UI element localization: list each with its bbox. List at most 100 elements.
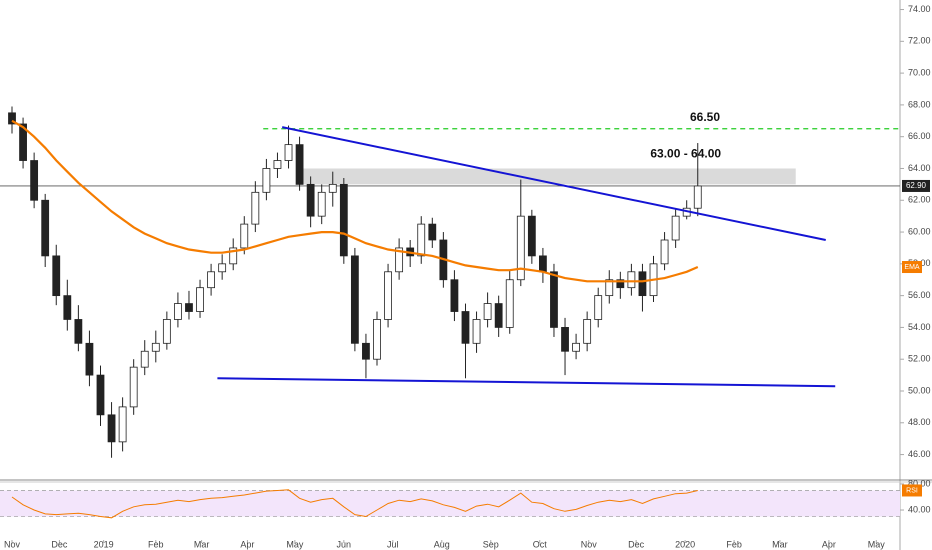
x-tick-label: 2020 bbox=[675, 539, 695, 549]
candle-body bbox=[693, 185, 702, 209]
candle-body bbox=[671, 215, 680, 241]
candle-body bbox=[339, 183, 348, 257]
legend-badge bbox=[902, 261, 922, 274]
x-tick-label: Feb bbox=[148, 539, 164, 549]
candle-body bbox=[572, 342, 580, 352]
candle-body bbox=[74, 319, 83, 344]
y-tick-label: 46.00 bbox=[908, 449, 931, 459]
candle-body bbox=[41, 199, 50, 257]
legend-entry: RSI bbox=[906, 487, 918, 494]
y-tick-label: 68.00 bbox=[908, 99, 931, 109]
y-tick-label: 66.00 bbox=[908, 131, 931, 141]
zone-label: 63.00 - 64.00 bbox=[650, 147, 721, 161]
candle-body bbox=[85, 342, 94, 376]
x-tick-label: Jun bbox=[337, 539, 352, 549]
x-tick-label: May bbox=[286, 539, 304, 549]
candle-body bbox=[174, 303, 182, 320]
candle-body bbox=[417, 223, 426, 257]
candle-body bbox=[52, 255, 61, 297]
candle-body bbox=[461, 311, 470, 344]
candle-body bbox=[483, 303, 492, 320]
rsi-band bbox=[0, 490, 900, 517]
y-tick-label: 62.00 bbox=[908, 195, 931, 205]
candle-body bbox=[140, 350, 149, 368]
x-tick-label: May bbox=[868, 539, 886, 549]
candle-body bbox=[185, 303, 193, 312]
legend-entry: EMA bbox=[904, 264, 920, 271]
candle-body bbox=[162, 319, 171, 344]
y-tick-label: 60.00 bbox=[908, 226, 931, 236]
trendline bbox=[217, 377, 836, 388]
candle-body bbox=[362, 342, 370, 360]
candle-body bbox=[284, 144, 293, 161]
candle-body bbox=[638, 271, 647, 297]
x-tick-label: Mar bbox=[772, 539, 788, 549]
x-tick-label: Nov bbox=[581, 539, 598, 549]
ema-line bbox=[11, 119, 699, 283]
y-tick-label: 74.00 bbox=[908, 4, 931, 14]
candle-body bbox=[373, 319, 381, 360]
candle-body bbox=[395, 247, 404, 273]
candle-body bbox=[151, 342, 160, 352]
y-tick-label: 64.00 bbox=[908, 163, 931, 173]
candle-body bbox=[472, 319, 481, 344]
candle-body bbox=[594, 295, 603, 320]
candle-body bbox=[627, 271, 636, 289]
candle-body bbox=[539, 255, 547, 273]
candle-body bbox=[229, 247, 238, 265]
x-tick-label: Aug bbox=[434, 539, 450, 549]
y-tick-label: 56.00 bbox=[908, 290, 931, 300]
candle-body bbox=[240, 223, 249, 249]
x-tick-label: Mar bbox=[194, 539, 210, 549]
x-tick-label: Nov bbox=[4, 539, 21, 549]
candle-body bbox=[262, 168, 271, 193]
candle-body bbox=[550, 271, 558, 328]
candle-body bbox=[63, 295, 72, 320]
candle-body bbox=[527, 215, 536, 257]
candle-body bbox=[516, 215, 525, 281]
candle-body bbox=[494, 303, 503, 328]
candle-body bbox=[505, 279, 514, 328]
candle-body bbox=[207, 271, 215, 289]
rsi-line bbox=[11, 489, 698, 519]
candle-body bbox=[616, 279, 625, 289]
candle-body bbox=[118, 406, 127, 443]
candle-body bbox=[196, 287, 204, 312]
candle-body bbox=[30, 160, 39, 201]
y-tick-label: 52.00 bbox=[908, 354, 931, 364]
x-tick-label: Feb bbox=[726, 539, 742, 549]
y-tick-label: 50.00 bbox=[908, 385, 931, 395]
y-tick-label: 48.00 bbox=[908, 417, 931, 427]
x-tick-label: Apr bbox=[240, 539, 254, 549]
candle-body bbox=[428, 223, 437, 241]
x-tick-label: Apr bbox=[822, 539, 836, 549]
candle-body bbox=[605, 279, 614, 297]
candle-body bbox=[129, 366, 138, 408]
y-tick-label: 72.00 bbox=[908, 36, 931, 46]
candle-body bbox=[218, 263, 227, 273]
x-tick-label: Sep bbox=[483, 539, 499, 549]
resistance-zone bbox=[296, 168, 796, 185]
candle-body bbox=[384, 271, 392, 320]
trendline bbox=[281, 126, 826, 241]
y-tick-label: 54.00 bbox=[908, 322, 931, 332]
last-price-label: 62.90 bbox=[906, 181, 927, 190]
candle-body bbox=[328, 183, 337, 193]
x-tick-label: 2019 bbox=[94, 539, 114, 549]
x-tick-label: Dec bbox=[628, 539, 645, 549]
candle-body bbox=[583, 319, 592, 344]
y-tick-label: 40.00 bbox=[908, 504, 931, 514]
candle-body bbox=[8, 112, 16, 125]
candle-body bbox=[273, 160, 282, 169]
x-tick-label: Jul bbox=[387, 539, 399, 549]
candle-body bbox=[295, 144, 304, 185]
candle-body bbox=[317, 191, 326, 217]
legend-badge bbox=[902, 484, 922, 497]
candle-body bbox=[450, 279, 459, 312]
candle-body bbox=[660, 239, 669, 265]
price-badge bbox=[902, 179, 930, 192]
y-tick-label: 80.00 bbox=[908, 478, 931, 488]
candle-body bbox=[96, 374, 105, 416]
target-label: 66.50 bbox=[690, 110, 720, 124]
